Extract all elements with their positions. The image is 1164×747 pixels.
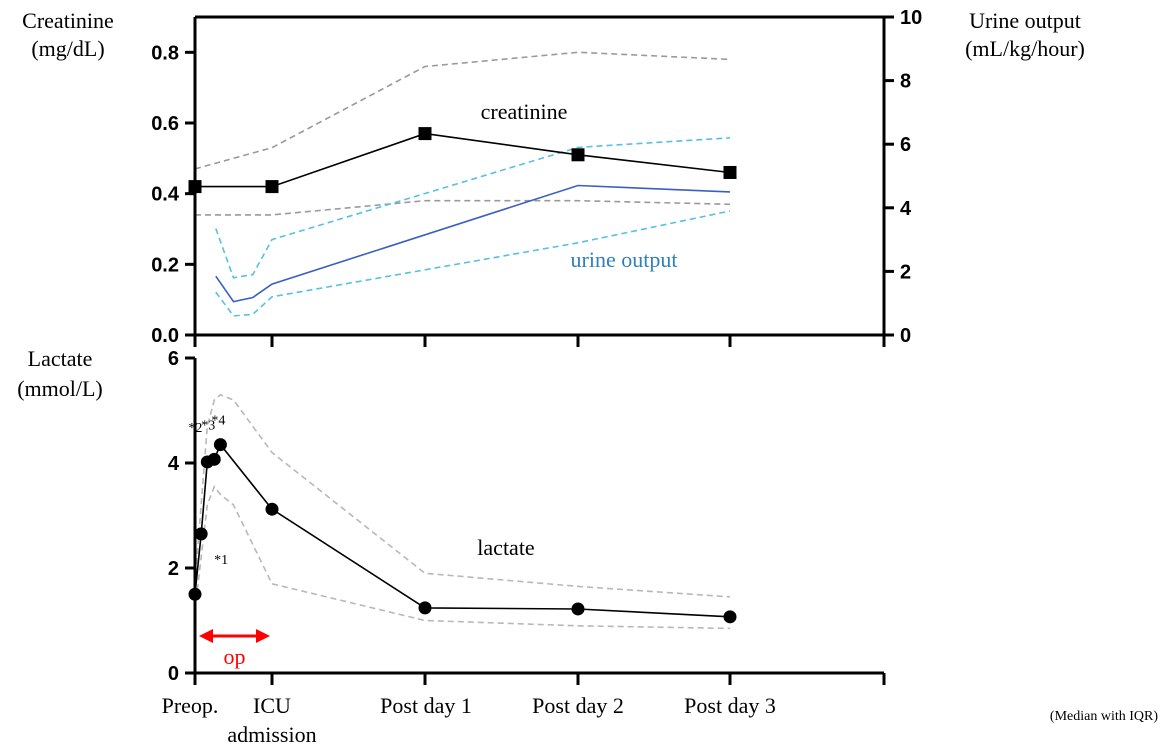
creatinine-axis-title-line1: Creatinine <box>22 8 114 33</box>
lactate-point <box>213 438 227 452</box>
urine-y-tick-label: 0 <box>900 325 911 347</box>
top-axes: 0.0 0.2 0.4 0.6 0.8 0 2 4 6 8 10 <box>151 7 922 347</box>
creatinine-point <box>571 148 585 162</box>
creatinine-q1-line <box>195 199 731 216</box>
top-iqr-lines <box>194 51 731 317</box>
creatinine-q3-line <box>194 51 731 170</box>
lactate-point <box>207 452 221 466</box>
lactate-q3-line <box>194 393 731 598</box>
op-label: op <box>224 644 246 669</box>
creatinine-axis-title-line2: (mg/dL) <box>31 36 104 61</box>
lactate-axis-title-line1: Lactate <box>28 346 93 371</box>
lactate-y-tick-label: 0 <box>168 663 179 685</box>
urine-q3-line <box>215 137 731 279</box>
category-label-post-day-3: Post day 3 <box>684 693 776 718</box>
lactate-y-tick-label: 2 <box>168 558 179 580</box>
bottom-axes: 0 2 4 6 <box>168 348 886 685</box>
lactate-series-label: lactate <box>477 535 534 560</box>
lactate-point <box>188 587 202 601</box>
lactate-annotation: *1 <box>214 553 228 568</box>
top-series-lines <box>195 132 731 303</box>
urine-median-line <box>215 184 731 303</box>
bottom-marks: *1 *2*3*4 op <box>188 414 737 669</box>
creatinine-series-label: creatinine <box>481 99 568 124</box>
lactate-y-tick-label: 6 <box>168 348 179 370</box>
urine-y-tick-label: 2 <box>900 261 911 283</box>
lactate-q1-line <box>194 484 731 630</box>
lactate-axis-title-line2: (mmol/L) <box>17 376 103 401</box>
bottom-iqr-lines <box>194 393 731 630</box>
category-label-preop: Preop. <box>162 693 219 718</box>
lactate-point <box>265 502 279 516</box>
creatinine-median-line <box>195 132 731 188</box>
footnote: (Median with IQR) <box>1050 709 1158 724</box>
category-label-post-day-2: Post day 2 <box>532 693 624 718</box>
lactate-point <box>194 527 208 541</box>
op-arrow-head-right <box>256 629 270 643</box>
urine-output-series-label: urine output <box>571 247 678 272</box>
urine-y-tick-label: 8 <box>900 71 911 93</box>
creatinine-y-tick-label: 0.2 <box>151 254 179 276</box>
creatinine-point <box>265 180 279 194</box>
category-label-icu-line2: admission <box>227 722 316 747</box>
creatinine-y-tick-label: 0.8 <box>151 42 179 64</box>
urine-y-tick-label: 4 <box>900 198 912 220</box>
creatinine-point <box>418 127 432 141</box>
creatinine-point <box>723 165 737 179</box>
lactate-point <box>571 602 585 616</box>
lactate-annotation: *4 <box>211 414 225 429</box>
urine-y-tick-label: 10 <box>900 7 922 29</box>
lactate-point <box>723 610 737 624</box>
creatinine-point <box>188 180 202 194</box>
urine-axis-title-line1: Urine output <box>969 8 1081 33</box>
creatinine-y-tick-label: 0.0 <box>151 325 179 347</box>
top-marks <box>188 127 737 194</box>
lactate-annotation: *3 <box>201 418 215 433</box>
urine-y-tick-label: 6 <box>900 134 911 156</box>
urine-q1-line <box>215 210 731 317</box>
category-label-post-day-1: Post day 1 <box>380 693 472 718</box>
lactate-annotation: *2 <box>188 421 202 436</box>
lactate-point <box>418 601 432 615</box>
urine-axis-title-line2: (mL/kg/hour) <box>965 36 1085 61</box>
creatinine-y-tick-label: 0.4 <box>151 184 180 206</box>
creatinine-y-tick-label: 0.6 <box>151 113 179 135</box>
category-label-icu-line1: ICU <box>253 693 291 718</box>
op-arrow-head-left <box>199 629 213 643</box>
lactate-y-tick-label: 4 <box>168 453 180 475</box>
